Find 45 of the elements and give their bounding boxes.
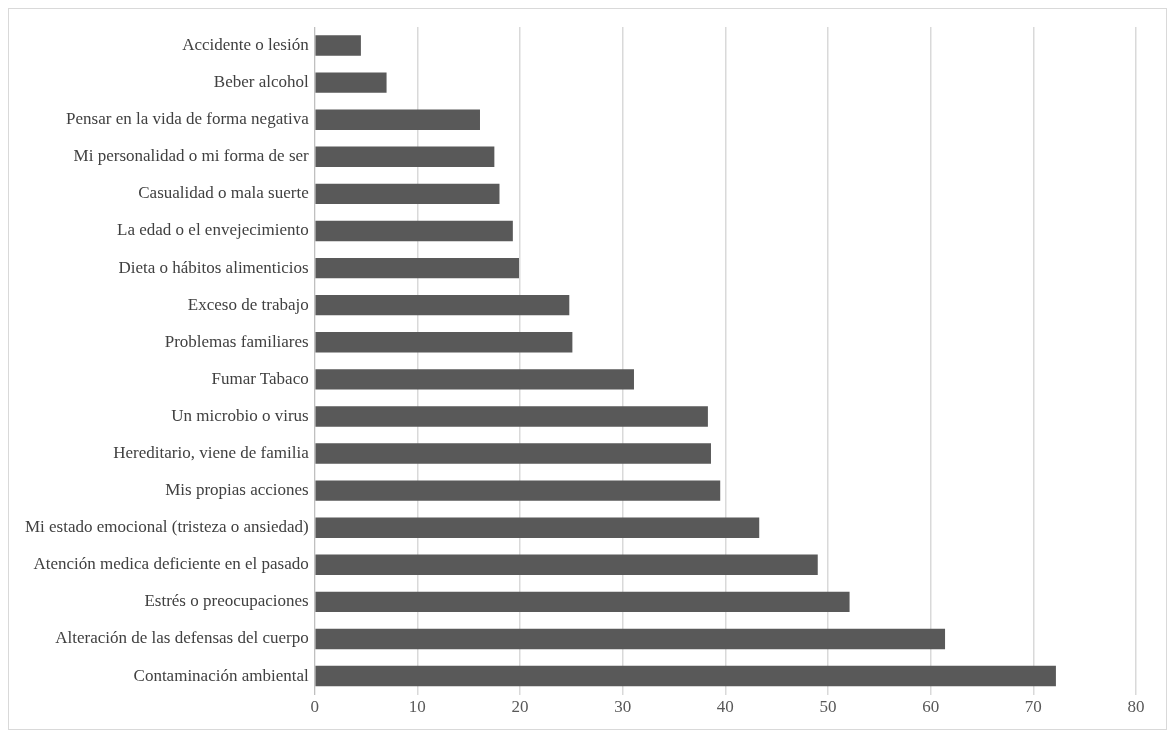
y-tick-label: Fumar Tabaco bbox=[211, 368, 309, 388]
y-tick-label: Mis propias acciones bbox=[165, 480, 309, 500]
y-tick-label: Accidente o lesión bbox=[182, 35, 310, 55]
y-tick-label: Dieta o hábitos alimenticios bbox=[118, 257, 309, 277]
y-tick-label: Atención medica deficiente en el pasado bbox=[33, 554, 309, 574]
x-tick-label: 40 bbox=[716, 697, 734, 717]
bar bbox=[315, 332, 573, 353]
x-tick-label: 30 bbox=[614, 697, 632, 717]
y-tick-label: Problemas familiares bbox=[164, 331, 309, 351]
x-tick-label: 80 bbox=[1127, 697, 1145, 717]
y-tick-label: Mi personalidad o mi forma de ser bbox=[73, 146, 310, 166]
bar bbox=[315, 443, 711, 464]
bar bbox=[315, 554, 818, 575]
bar bbox=[315, 183, 500, 205]
bar bbox=[315, 109, 480, 130]
x-tick-label: 60 bbox=[922, 697, 940, 717]
bar bbox=[315, 628, 946, 650]
bar bbox=[315, 257, 519, 279]
x-tick-label: 50 bbox=[819, 697, 837, 717]
bar bbox=[315, 72, 387, 93]
y-tick-label: Estrés o preocupaciones bbox=[144, 591, 309, 611]
x-tick-label: 70 bbox=[1024, 697, 1042, 717]
bar bbox=[315, 406, 708, 427]
y-tick-label: La edad o el envejecimiento bbox=[117, 220, 309, 240]
bar bbox=[315, 146, 495, 168]
bar bbox=[315, 294, 570, 316]
bar bbox=[315, 369, 634, 390]
bar bbox=[315, 35, 361, 56]
x-tick-label: 10 bbox=[408, 697, 426, 717]
bar bbox=[315, 665, 1056, 687]
y-tick-label: Mi estado emocional (tristeza o ansiedad) bbox=[24, 517, 309, 537]
x-tick-label: 0 bbox=[310, 697, 319, 717]
y-tick-label: Alteración de las defensas del cuerpo bbox=[55, 628, 309, 648]
y-tick-label: Beber alcohol bbox=[213, 72, 309, 92]
y-tick-label: Hereditario, viene de familia bbox=[113, 442, 310, 462]
bar bbox=[315, 517, 760, 538]
y-tick-label: Un microbio o virus bbox=[171, 405, 309, 425]
x-tick-label: 20 bbox=[511, 697, 529, 717]
y-tick-label: Contaminación ambiental bbox=[133, 665, 309, 685]
bar bbox=[315, 591, 850, 613]
y-tick-label: Casualidad o mala suerte bbox=[138, 183, 309, 203]
bar bbox=[315, 480, 721, 501]
bar bbox=[315, 220, 513, 242]
y-tick-label: Exceso de trabajo bbox=[187, 294, 309, 314]
y-tick-label: Pensar en la vida de forma negativa bbox=[66, 109, 310, 129]
